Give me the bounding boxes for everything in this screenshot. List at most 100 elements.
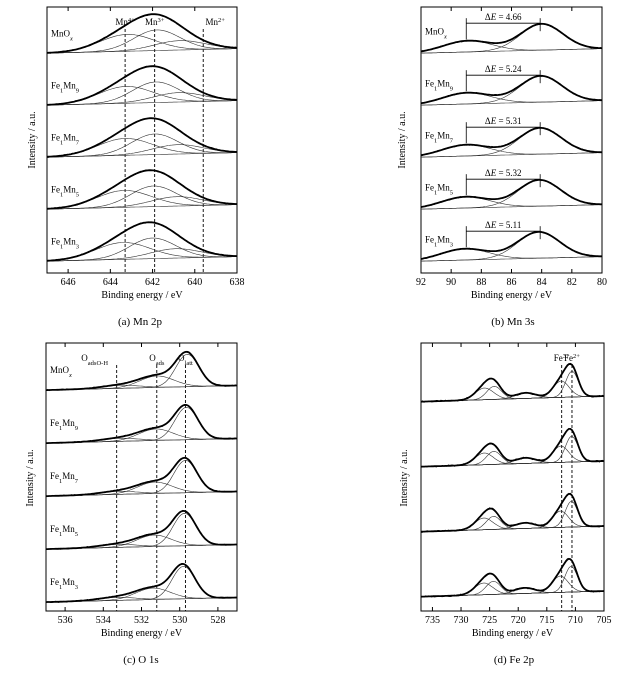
raw-data xyxy=(46,13,238,54)
background-line xyxy=(421,100,603,106)
reference-label: Mn2+ xyxy=(206,17,226,28)
sample-label: Fe1Mn5 xyxy=(51,184,79,198)
raw-data xyxy=(46,117,238,158)
delta-e-label: ΔE = 4.66 xyxy=(485,12,522,22)
x-tick-label: 528 xyxy=(210,615,225,626)
panel-mn-2p: 646 644 642 640 638 Binding energy / eV Intens… xyxy=(27,6,245,328)
spectrum-3: Fe1Mn7 ΔE = 5.31 xyxy=(420,116,603,158)
y-axis-label: Intensity / a.u. xyxy=(27,111,38,168)
x-tick-label: 536 xyxy=(58,615,73,626)
delta-e-label: ΔE = 5.31 xyxy=(485,116,522,126)
spectrum-3: Fe1Mn7 xyxy=(46,117,238,158)
panel-caption: (b) Mn 3s xyxy=(491,316,534,328)
raw-data xyxy=(420,74,603,105)
x-tick-label: 710 xyxy=(568,615,583,626)
component-peak xyxy=(46,353,237,391)
plot-frame xyxy=(46,6,238,274)
raw-data xyxy=(420,558,605,598)
sample-label: MnOx xyxy=(425,26,447,40)
component-peak xyxy=(420,581,605,597)
background-line xyxy=(47,256,238,262)
background-line xyxy=(421,152,603,158)
raw-data xyxy=(45,457,238,498)
raw-data xyxy=(46,65,238,106)
y-axis-label: Intensity / a.u. xyxy=(25,449,36,506)
component-peak xyxy=(420,515,605,532)
x-tick-label: 646 xyxy=(61,277,76,288)
spectrum-1: MnOx ΔE = 4.66 xyxy=(420,12,603,54)
panel-caption: (c) O 1s xyxy=(123,654,158,666)
raw-data xyxy=(45,350,238,392)
sample-label: Fe1Mn9 xyxy=(425,78,453,92)
raw-data xyxy=(420,179,603,208)
panel-mn-3s: 92 90 88 86 84 82 80 Binding energy / eV Intensi… xyxy=(397,6,607,328)
x-tick-label: 80 xyxy=(597,277,607,288)
panel-o-1s: 536 534 532 530 528 Binding energy / eV Intens… xyxy=(25,342,238,666)
spectrum-3 xyxy=(420,492,605,533)
x-tick-label: 92 xyxy=(416,277,426,288)
x-tick-label: 82 xyxy=(567,277,577,288)
spectrum-2: Fe1Mn9 xyxy=(45,404,238,444)
spectrum-4 xyxy=(420,557,605,598)
spectrum-4: Fe1Mn5 xyxy=(45,509,238,550)
sample-label: Fe1Mn3 xyxy=(425,234,453,248)
spectrum-5: Fe1Mn3 xyxy=(45,562,238,604)
raw-data xyxy=(46,169,238,210)
background-line xyxy=(47,100,238,106)
spectrum-2: Fe1Mn9 ΔE = 5.24 xyxy=(420,64,603,106)
background-line xyxy=(421,204,603,210)
background-line xyxy=(421,48,603,54)
x-tick-label: 720 xyxy=(511,615,526,626)
x-tick-label: 642 xyxy=(145,277,160,288)
sample-label: Fe1Mn7 xyxy=(50,471,79,485)
fit-envelope xyxy=(420,492,605,533)
x-tick-label: 534 xyxy=(96,615,111,626)
sample-label: Fe1Mn3 xyxy=(51,236,79,250)
background-line xyxy=(47,152,238,158)
x-axis-label: Binding energy / eV xyxy=(101,290,183,301)
background-line xyxy=(47,204,238,210)
spectrum-3: Fe1Mn7 xyxy=(45,456,238,498)
spectrum-4: Fe1Mn5 xyxy=(46,169,238,210)
sample-label: Fe1Mn9 xyxy=(50,418,78,432)
spectrum-1: MnOx xyxy=(46,13,238,54)
raw-data xyxy=(420,492,605,533)
x-tick-label: 730 xyxy=(454,615,469,626)
raw-data xyxy=(45,404,238,444)
sample-label: MnOx xyxy=(51,28,73,42)
sample-label: MnOx xyxy=(50,365,72,379)
fit-envelope xyxy=(420,428,605,468)
spectrum-4: Fe1Mn5 ΔE = 5.32 xyxy=(420,168,603,210)
raw-data xyxy=(46,221,238,262)
y-axis-label: Intensity / a.u. xyxy=(397,111,408,168)
y-axis-label: Intensity / a.u. xyxy=(399,449,410,506)
x-tick-label: 715 xyxy=(539,615,554,626)
x-tick-label: 532 xyxy=(134,615,149,626)
background-line xyxy=(47,48,238,54)
x-tick-label: 84 xyxy=(537,277,547,288)
panel-caption: (a) Mn 2p xyxy=(118,316,162,328)
sample-label: Fe1Mn5 xyxy=(50,524,78,538)
raw-data xyxy=(420,231,603,260)
x-axis-label: Binding energy / eV xyxy=(101,628,183,639)
x-tick-label: 530 xyxy=(172,615,187,626)
panel-caption: (d) Fe 2p xyxy=(494,654,535,666)
spectrum-2: Fe1Mn9 xyxy=(46,65,238,106)
reference-label: Fe2+ xyxy=(564,353,580,364)
x-axis-label: Binding energy / eV xyxy=(472,628,554,639)
spectrum-5: Fe1Mn3 xyxy=(46,221,238,262)
x-tick-label: 86 xyxy=(507,277,517,288)
fit-envelope xyxy=(46,350,237,391)
raw-data xyxy=(420,126,603,157)
delta-e-label: ΔE = 5.24 xyxy=(485,64,522,74)
sample-label: Fe1Mn5 xyxy=(425,182,453,196)
sample-label: Fe1Mn3 xyxy=(50,577,78,591)
background-line xyxy=(421,256,603,262)
sample-label: Fe1Mn7 xyxy=(425,130,454,144)
x-tick-label: 644 xyxy=(103,277,118,288)
fit-envelope xyxy=(420,22,603,53)
x-tick-label: 725 xyxy=(482,615,497,626)
component-peak xyxy=(420,450,605,467)
reference-label: Mn4+ xyxy=(115,17,135,28)
